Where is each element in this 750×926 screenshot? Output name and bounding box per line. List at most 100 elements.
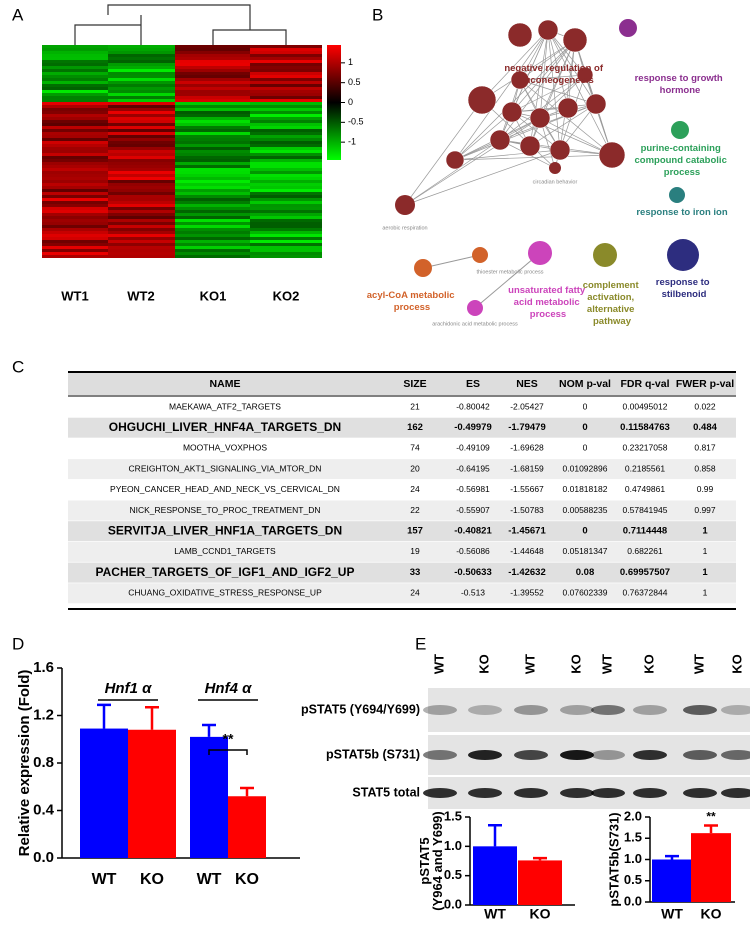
heatmap-cell <box>250 156 322 159</box>
heatmap-cell <box>42 207 108 210</box>
network-node <box>445 150 465 170</box>
heatmap-cell <box>108 108 175 111</box>
network-node <box>395 195 415 215</box>
heatmap-cell <box>175 231 250 234</box>
panel-label: C <box>12 357 24 376</box>
table-cell: 0.76372844 <box>623 588 668 598</box>
heatmap-cell <box>108 171 175 174</box>
blot-band <box>633 750 667 760</box>
heatmap-cell <box>42 243 108 246</box>
network-edge <box>519 79 597 105</box>
table-cell: PYEON_CANCER_HEAD_AND_NECK_VS_CERVICAL_D… <box>110 484 340 494</box>
table-cell: 0.00495012 <box>623 401 668 411</box>
blot-band <box>468 788 502 798</box>
table-cell: 0 <box>582 422 587 433</box>
table-cell: LAMB_CCND1_TARGETS <box>174 546 276 556</box>
heatmap-cell <box>42 54 108 57</box>
heatmap-cell <box>250 231 322 234</box>
blot-band <box>423 788 457 798</box>
heatmap-cell <box>108 93 175 96</box>
error-bar <box>665 854 679 860</box>
blot-band <box>514 705 548 715</box>
blot-band <box>683 705 717 715</box>
heatmap-cell <box>108 87 175 90</box>
heatmap-cell <box>250 81 322 84</box>
table-cell: NICK_RESPONSE_TO_PROC_TREATMENT_DN <box>130 505 321 515</box>
error-bar <box>145 705 159 730</box>
heatmap-cell <box>108 111 175 114</box>
network-edge <box>404 149 561 206</box>
table-row-bg <box>68 500 736 521</box>
table-row-bg <box>68 417 736 438</box>
group-label: Hnf1 α <box>105 680 153 697</box>
x-tick-label: WT <box>484 906 506 922</box>
network-node <box>557 97 579 119</box>
colorbar-tick-label: 0 <box>348 97 353 107</box>
heatmap-cell <box>175 159 250 162</box>
heatmap-cell <box>108 141 175 144</box>
term-label: negative regulation of gluconeogenesis <box>504 63 605 86</box>
heatmap-cell <box>108 240 175 243</box>
table-cell: CHUANG_OXIDATIVE_STRESS_RESPONSE_UP <box>128 588 322 598</box>
heatmap-cell <box>42 132 108 135</box>
heatmap-cell <box>250 228 322 231</box>
heatmap-cell <box>108 45 175 48</box>
heatmap-cell <box>108 54 175 57</box>
network-edge <box>481 99 556 169</box>
y-tick-label: 0.5 <box>444 867 462 882</box>
heatmap-cell <box>175 243 250 246</box>
heatmap-cell <box>42 102 108 105</box>
significance-label: ** <box>223 731 234 747</box>
heatmap-cell <box>42 150 108 153</box>
table-cell: -0.513 <box>461 588 485 598</box>
small-term-label: aerobic respiration <box>382 225 427 231</box>
heatmap-cell <box>175 252 250 255</box>
network-edge <box>404 139 501 206</box>
heatmap-cell <box>250 237 322 240</box>
heatmap-cell <box>175 210 250 213</box>
heatmap-cell <box>175 81 250 84</box>
bar <box>691 833 731 902</box>
heatmap-cell <box>108 66 175 69</box>
heatmap-cell <box>108 150 175 153</box>
heatmap-cell <box>175 177 250 180</box>
heatmap-cell <box>175 117 250 120</box>
y-axis-label: pSTAT5 <box>417 837 432 884</box>
heatmap-cell <box>108 78 175 81</box>
group-label: Hnf4 α <box>205 680 253 697</box>
term-label: unsaturated fatty acid metabolic process <box>508 285 588 320</box>
heatmap-cell <box>250 204 322 207</box>
table-cell: -1.55667 <box>510 484 544 494</box>
heatmap-cell <box>250 168 322 171</box>
heatmap-cell <box>250 147 322 150</box>
table-header: NOM p-val <box>559 378 611 390</box>
heatmap-cell <box>250 240 322 243</box>
error-bar <box>240 786 254 797</box>
network-node <box>576 66 594 84</box>
heatmap-cell <box>175 120 250 123</box>
table-cell: OHGUCHI_LIVER_HNF4A_TARGETS_DN <box>109 420 341 434</box>
heatmap-cell <box>108 222 175 225</box>
heatmap-cell <box>250 216 322 219</box>
heatmap-cell <box>108 135 175 138</box>
heatmap-cell <box>42 240 108 243</box>
small-term-label: thioester metabolic process <box>477 269 544 275</box>
network-node <box>507 22 533 48</box>
bar <box>518 860 562 905</box>
heatmap-cell <box>108 204 175 207</box>
network-edge <box>519 74 586 81</box>
heatmap-cell <box>42 162 108 165</box>
table-cell: -0.49109 <box>456 443 490 453</box>
error-bar <box>488 823 502 847</box>
table-cell: MAEKAWA_ATF2_TARGETS <box>169 401 281 411</box>
heatmap-cell <box>175 135 250 138</box>
heatmap-cell <box>250 120 322 123</box>
heatmap-cell <box>250 180 322 183</box>
table-cell: CREIGHTON_AKT1_SIGNALING_VIA_MTOR_DN <box>129 463 322 473</box>
panel-label: E <box>415 634 426 653</box>
heatmap-cell <box>175 84 250 87</box>
table-cell: 21 <box>410 401 420 411</box>
heatmap-cell <box>175 111 250 114</box>
table-cell: -2.05427 <box>510 401 544 411</box>
heatmap-cell <box>250 48 322 51</box>
